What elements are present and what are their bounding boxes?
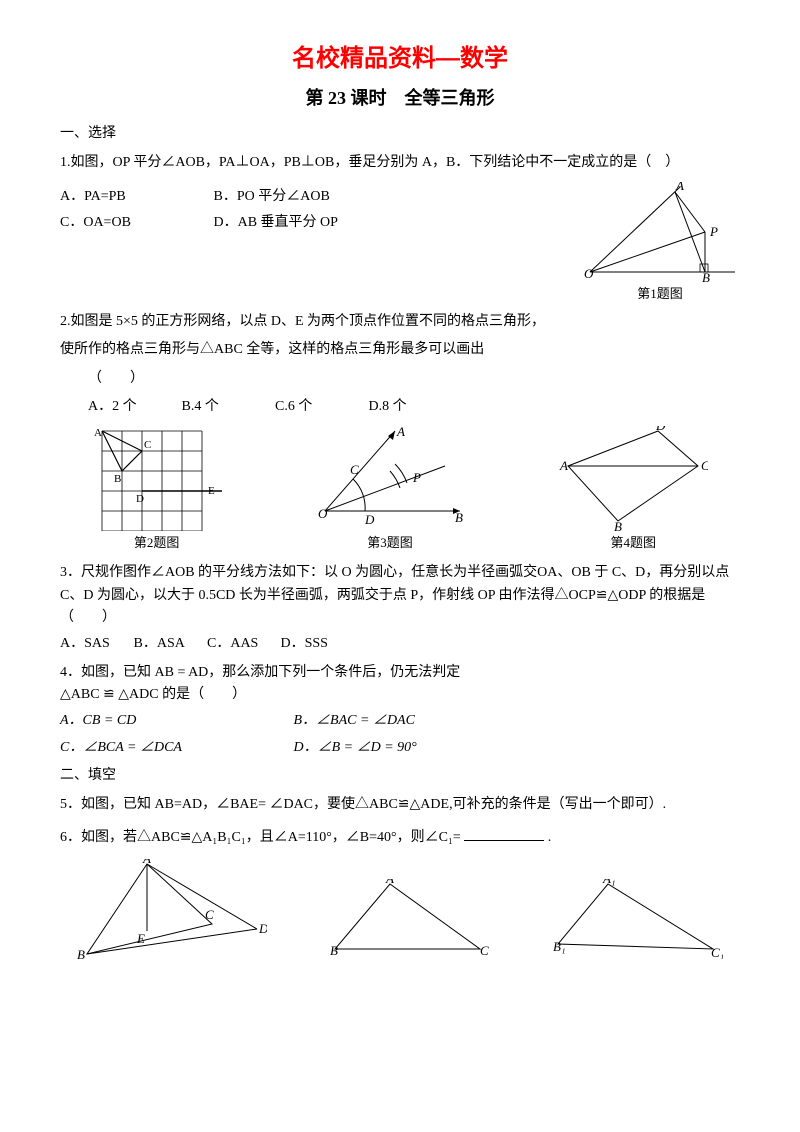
svg-text:B: B — [330, 943, 338, 958]
question-3: 3．尺规作图作∠AOB 的平分线方法如下：以 O 为圆心，任意长为半径画弧交OA… — [60, 562, 740, 656]
q3-figure: O A B C D P 第3题图 — [315, 426, 465, 554]
svg-text:P: P — [412, 470, 421, 485]
q3-opt-b: B．ASA — [134, 633, 204, 655]
svg-text:E: E — [208, 485, 215, 497]
q2-opt-a: A．2 个 — [88, 396, 178, 418]
svg-text:A: A — [675, 182, 684, 193]
svg-text:C₁: C₁ — [711, 945, 723, 959]
q2-figcap: 第2题图 — [92, 533, 222, 554]
q1-figcap: 第1题图 — [580, 284, 740, 305]
q4-figure: A D C B 第4题图 — [558, 426, 708, 554]
q4-opt-a: A．CB = CD — [60, 710, 290, 732]
q2-stem2: 使所作的格点三角形与△ABC 全等，这样的格点三角形最多可以画出 — [60, 339, 740, 361]
q2-opt-d: D.8 个 — [369, 396, 459, 418]
q4-figcap: 第4题图 — [558, 533, 708, 554]
q5-stem: 5．如图，已知 AB=AD，∠BAE= ∠DAC，要使△ABC≌△ADE,可补充… — [60, 794, 740, 816]
q6-stem-a: 6．如图，若△ABC≌△A₁B₁C₁，且∠A=110°，∠B=40°，则∠C₁= — [60, 830, 464, 845]
svg-text:C: C — [350, 462, 359, 477]
q6-figure-2: A₁ B₁ C₁ — [553, 879, 723, 959]
q3-opt-d: D．SSS — [281, 633, 351, 655]
q2-opt-b: B.4 个 — [182, 396, 272, 418]
svg-text:C: C — [480, 943, 489, 958]
q2-stem3: （ ） — [60, 368, 740, 390]
q4-opt-c: C．∠BCA = ∠DCA — [60, 737, 290, 759]
sub-title: 第 23 课时 全等三角形 — [60, 84, 740, 113]
svg-text:A: A — [559, 458, 568, 473]
svg-text:C: C — [144, 439, 151, 451]
q6-figure-1: A B C — [330, 879, 490, 959]
svg-text:B: B — [77, 947, 85, 959]
svg-text:O: O — [318, 506, 328, 521]
q6-blank — [464, 826, 544, 841]
question-4: 4．如图，已知 AB = AD，那么添加下列一个条件后，仍无法判定 △ABC ≌… — [60, 662, 740, 760]
question-5: 5．如图，已知 AB=AD，∠BAE= ∠DAC，要使△ABC≌△ADE,可补充… — [60, 794, 740, 816]
q4-stem: 4．如图，已知 AB = AD，那么添加下列一个条件后，仍无法判定 — [60, 662, 740, 684]
q4-opt-d: D．∠B = ∠D = 90° — [294, 737, 444, 759]
main-title: 名校精品资料—数学 — [60, 40, 740, 78]
question-2: 2.如图是 5×5 的正方形网络，以点 D、E 为两个顶点作位置不同的格点三角形… — [60, 311, 740, 419]
q3-stem: 3．尺规作图作∠AOB 的平分线方法如下：以 O 为圆心，任意长为半径画弧交OA… — [60, 562, 740, 629]
q3-figcap: 第3题图 — [315, 533, 465, 554]
question-1: 1.如图，OP 平分∠AOB，PA⊥OA，PB⊥OB，垂足分别为 A，B．下列结… — [60, 152, 740, 305]
svg-text:A: A — [396, 426, 405, 439]
svg-text:B: B — [614, 519, 622, 531]
svg-text:D: D — [136, 493, 144, 505]
svg-text:D: D — [655, 426, 666, 433]
svg-text:B: B — [114, 473, 121, 485]
q2-figure: A B C D E 第2题图 — [92, 426, 222, 554]
svg-text:B₁: B₁ — [553, 939, 565, 954]
section-1-heading: 一、选择 — [60, 123, 740, 145]
q1-opt-d: D．AB 垂直平分 OP — [214, 212, 364, 234]
svg-text:B: B — [455, 510, 463, 525]
q3-opt-c: C．AAS — [207, 633, 277, 655]
q4-opt-b: B．∠BAC = ∠DAC — [294, 710, 444, 732]
svg-text:A: A — [142, 859, 151, 866]
svg-text:O: O — [584, 266, 594, 281]
q2-stem1: 2.如图是 5×5 的正方形网络，以点 D、E 为两个顶点作位置不同的格点三角形… — [60, 311, 740, 333]
svg-text:B: B — [702, 270, 710, 282]
q1-opt-c: C．OA=OB — [60, 212, 210, 234]
q1-opt-b: B．PO 平分∠AOB — [214, 186, 364, 208]
q2-opt-c: C.6 个 — [275, 396, 365, 418]
svg-text:A₁: A₁ — [602, 879, 615, 886]
figure-row-234: A B C D E 第2题图 O A B C D P 第3题图 — [60, 426, 740, 554]
section-2-heading: 二、填空 — [60, 765, 740, 787]
q4-stem2: △ABC ≌ △ADC 的是（ ） — [60, 684, 740, 706]
q5-figure: A B E C D — [77, 859, 267, 959]
q1-figure: O A P B 第1题图 — [580, 182, 740, 305]
svg-text:C: C — [205, 907, 214, 922]
svg-text:D: D — [258, 921, 267, 936]
q1-opt-a: A．PA=PB — [60, 186, 210, 208]
q6-stem-b: . — [548, 830, 552, 845]
svg-text:A: A — [94, 427, 102, 439]
q3-opt-a: A．SAS — [60, 633, 130, 655]
svg-text:D: D — [364, 512, 375, 527]
svg-text:C: C — [701, 458, 708, 473]
question-6: 6．如图，若△ABC≌△A₁B₁C₁，且∠A=110°，∠B=40°，则∠C₁=… — [60, 826, 740, 849]
svg-text:A: A — [385, 879, 394, 886]
svg-text:E: E — [136, 931, 145, 946]
q1-stem: 1.如图，OP 平分∠AOB，PA⊥OA，PB⊥OB，垂足分别为 A，B．下列结… — [60, 152, 740, 174]
svg-text:P: P — [709, 224, 718, 239]
figure-row-56: A B E C D A B C A₁ B₁ C₁ — [60, 859, 740, 959]
